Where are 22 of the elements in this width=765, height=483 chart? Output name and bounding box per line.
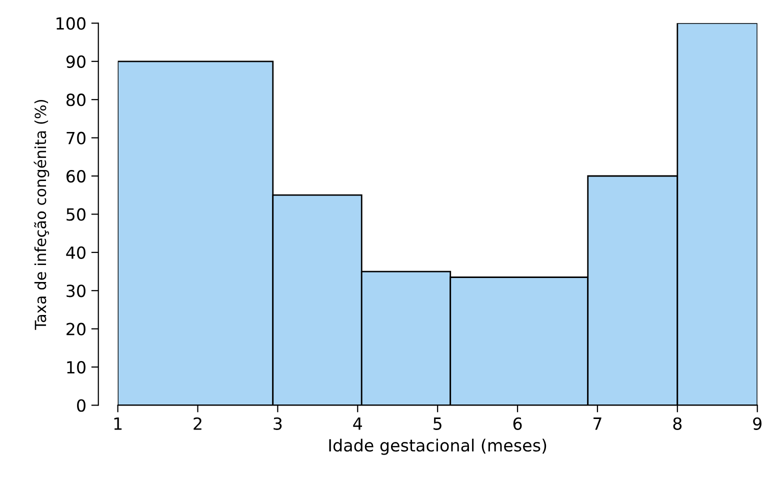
y-tick-label: 30 xyxy=(66,284,86,298)
x-tick-label: 2 xyxy=(194,417,202,430)
y-tick-label: 80 xyxy=(66,94,86,106)
x-axis-title: Idade gestacional (meses) xyxy=(329,438,546,455)
y-tick-label: 40 xyxy=(66,246,86,259)
y-tick-label: 60 xyxy=(66,170,86,183)
y-tick-label: 100 xyxy=(56,17,86,30)
x-tick-label: 1 xyxy=(114,418,122,430)
x-tick-label: 3 xyxy=(274,417,282,430)
y-tick-label: 10 xyxy=(67,360,86,374)
x-tick-label: 6 xyxy=(513,417,522,430)
x-tick-label: 9 xyxy=(753,417,762,430)
y-tick-label: 50 xyxy=(66,208,86,221)
y-axis-title: Taxa de infeção congénita (%) xyxy=(34,100,50,330)
y-tick-label: 90 xyxy=(66,55,86,68)
x-tick-label: 5 xyxy=(434,418,442,430)
x-tick-label: 8 xyxy=(673,417,682,430)
y-tick-label: 70 xyxy=(66,132,86,144)
x-tick-label: 7 xyxy=(594,418,602,430)
y-tick-label: 20 xyxy=(66,322,86,336)
y-tick-label: 0 xyxy=(77,399,86,412)
x-tick-label: 4 xyxy=(353,418,362,430)
